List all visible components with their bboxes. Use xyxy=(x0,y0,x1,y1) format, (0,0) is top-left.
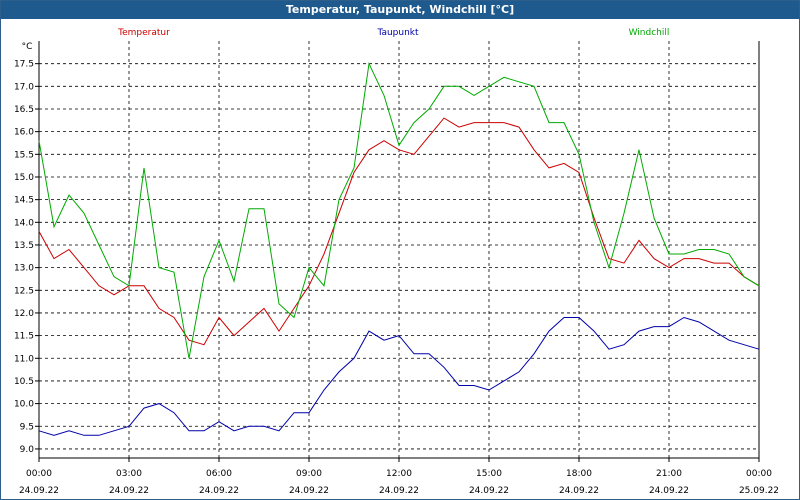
series-lines xyxy=(38,61,760,436)
x-tick-time: 06:00 xyxy=(206,469,232,479)
y-tick-label: 12.5 xyxy=(14,286,34,296)
y-tick-label: 12.0 xyxy=(14,309,34,319)
series-line-temperatur xyxy=(38,117,760,346)
chart-title: Temperatur, Taupunkt, Windchill [°C] xyxy=(1,1,799,19)
x-tick-time: 03:00 xyxy=(116,469,142,479)
y-tick-label: 10.5 xyxy=(14,377,34,387)
y-tick-label: 9.0 xyxy=(20,445,35,455)
grid-lines xyxy=(39,41,759,458)
y-tick-label: 11.5 xyxy=(14,332,34,342)
legend: Temperatur Taupunkt Windchill xyxy=(117,28,669,38)
x-tick-date: 24.09.22 xyxy=(19,486,59,496)
series-line-windchill xyxy=(38,61,760,359)
y-tick-label: 14.0 xyxy=(14,218,34,228)
x-tick-date: 24.09.22 xyxy=(559,486,599,496)
x-tick-time: 00:00 xyxy=(26,469,52,479)
y-tick-label: 13.5 xyxy=(14,241,34,251)
x-tick-time: 18:00 xyxy=(566,469,592,479)
y-tick-label: 14.5 xyxy=(14,196,34,206)
x-tick-time: 12:00 xyxy=(386,469,412,479)
y-tick-label: 17.5 xyxy=(14,60,34,70)
x-tick-time: 15:00 xyxy=(476,469,502,479)
axes xyxy=(35,41,760,462)
y-tick-label: 15.0 xyxy=(14,173,34,183)
x-tick-date: 24.09.22 xyxy=(199,486,239,496)
y-tick-label: 9.5 xyxy=(20,422,34,432)
x-tick-time: 21:00 xyxy=(656,469,682,479)
legend-entry-windchill: Windchill xyxy=(629,28,670,38)
x-tick-date: 24.09.22 xyxy=(649,486,689,496)
y-tick-label: 16.0 xyxy=(14,128,34,138)
x-tick-date: 24.09.22 xyxy=(469,486,509,496)
x-tick-date: 24.09.22 xyxy=(109,486,149,496)
y-tick-label: 15.5 xyxy=(14,150,34,160)
x-tick-date: 24.09.22 xyxy=(289,486,329,496)
y-tick-label: 17.0 xyxy=(14,82,34,92)
x-tick-date: 24.09.22 xyxy=(379,486,419,496)
legend-entry-taupunkt: Taupunkt xyxy=(376,28,419,38)
x-tick-time: 09:00 xyxy=(296,469,322,479)
tick-labels: 9.0 9.5 10.0 10.5 11.0 11.5 12.0 12.5 13.0 13.5 14… xyxy=(14,42,779,496)
y-tick-label: 10.0 xyxy=(14,400,34,410)
y-unit-label: °C xyxy=(22,42,33,52)
x-tick-time: 00:00 xyxy=(746,469,772,479)
series-line-taupunkt xyxy=(38,316,760,436)
y-tick-label: 11.0 xyxy=(14,354,34,364)
y-tick-label: 13.0 xyxy=(14,264,34,274)
legend-entry-temperatur: Temperatur xyxy=(117,28,170,38)
x-tick-date: 25.09.22 xyxy=(739,486,779,496)
y-tick-label: 16.5 xyxy=(14,105,34,115)
